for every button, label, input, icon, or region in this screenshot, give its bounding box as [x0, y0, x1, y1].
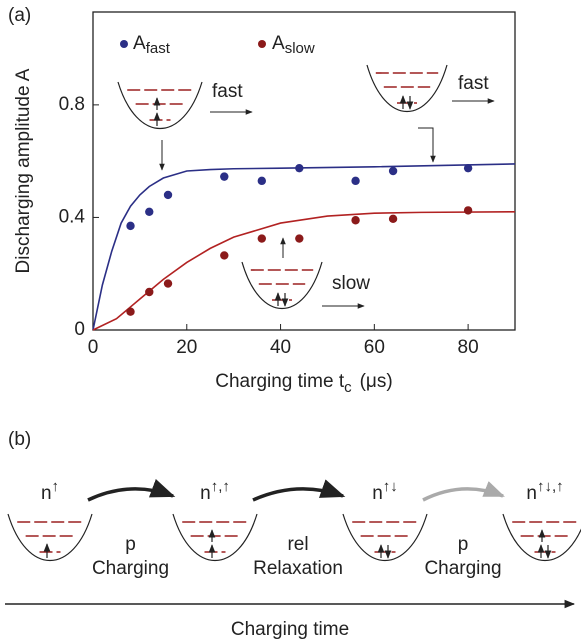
rate-label: p — [125, 534, 136, 555]
data-point — [220, 251, 229, 260]
well — [172, 513, 258, 562]
data-point — [220, 172, 229, 181]
data-point — [257, 234, 266, 243]
y-tick-label: 0.8 — [59, 94, 85, 115]
state-base: n — [372, 483, 383, 504]
legend-marker — [120, 40, 128, 48]
well — [342, 513, 428, 562]
y-tick-label: 0.4 — [59, 206, 86, 227]
data-point — [351, 176, 360, 186]
data-point — [145, 207, 154, 217]
data-point — [463, 206, 473, 215]
annotation: fast — [458, 73, 489, 94]
plot-frame — [92, 11, 516, 331]
transition-arrow — [252, 479, 346, 502]
transition-arrow — [87, 479, 176, 502]
transition-label: Charging — [92, 558, 169, 579]
state-base: n — [526, 483, 537, 504]
state-sup: ↑,↑ — [211, 478, 230, 495]
well — [502, 513, 581, 562]
state-base: n — [41, 483, 52, 504]
x-tick-label: 60 — [364, 337, 385, 358]
state-sup: ↑ — [52, 478, 60, 495]
transition-label: Charging — [424, 558, 501, 579]
x-tick-label: 40 — [270, 337, 291, 358]
state-label: n↑↓,↑ — [526, 478, 563, 504]
legend-entry: Aslow — [272, 33, 315, 57]
x-tick-label: 20 — [176, 337, 197, 358]
well — [241, 261, 323, 310]
state-label: n↑,↑ — [200, 478, 230, 504]
y-axis-label: Discharging amplitude A — [13, 68, 34, 273]
data-point — [295, 234, 304, 243]
annotation: slow — [332, 273, 370, 294]
well — [366, 64, 448, 113]
data-point — [463, 163, 473, 173]
data-point — [163, 190, 173, 200]
x-axis-label: Charging time tc (μs) — [215, 371, 392, 396]
data-point — [388, 214, 398, 224]
data-point — [126, 307, 135, 316]
annotation: fast — [212, 81, 243, 102]
data-point — [351, 216, 360, 225]
axis-label: Charging time — [231, 619, 349, 640]
data-point — [257, 176, 266, 186]
x-tick-label: 0 — [88, 337, 99, 358]
data-point — [126, 221, 135, 231]
x-tick-label: 80 — [458, 337, 479, 358]
state-label: n↑ — [41, 478, 59, 504]
rate-label: p — [458, 534, 469, 555]
well — [117, 81, 203, 130]
arrow — [418, 127, 436, 163]
state-sup: ↑↓ — [383, 478, 398, 495]
data-point — [388, 166, 398, 176]
fit-line — [92, 163, 516, 331]
panel-label: (b) — [8, 429, 31, 450]
data-point — [145, 287, 154, 297]
transition-label: Relaxation — [253, 558, 343, 579]
legend-marker — [258, 40, 266, 48]
fit-line — [92, 211, 516, 331]
transition-arrow — [422, 481, 505, 502]
legend-entry: Afast — [133, 33, 171, 57]
y-tick-label: 0 — [74, 319, 85, 340]
data-point — [295, 163, 304, 173]
rate-label: rel — [287, 534, 308, 555]
data-point — [163, 279, 173, 288]
panel-label: (a) — [8, 5, 31, 26]
well — [7, 513, 93, 562]
state-label: n↑↓ — [372, 478, 398, 504]
state-base: n — [200, 483, 211, 504]
state-sup: ↑↓,↑ — [537, 478, 564, 495]
